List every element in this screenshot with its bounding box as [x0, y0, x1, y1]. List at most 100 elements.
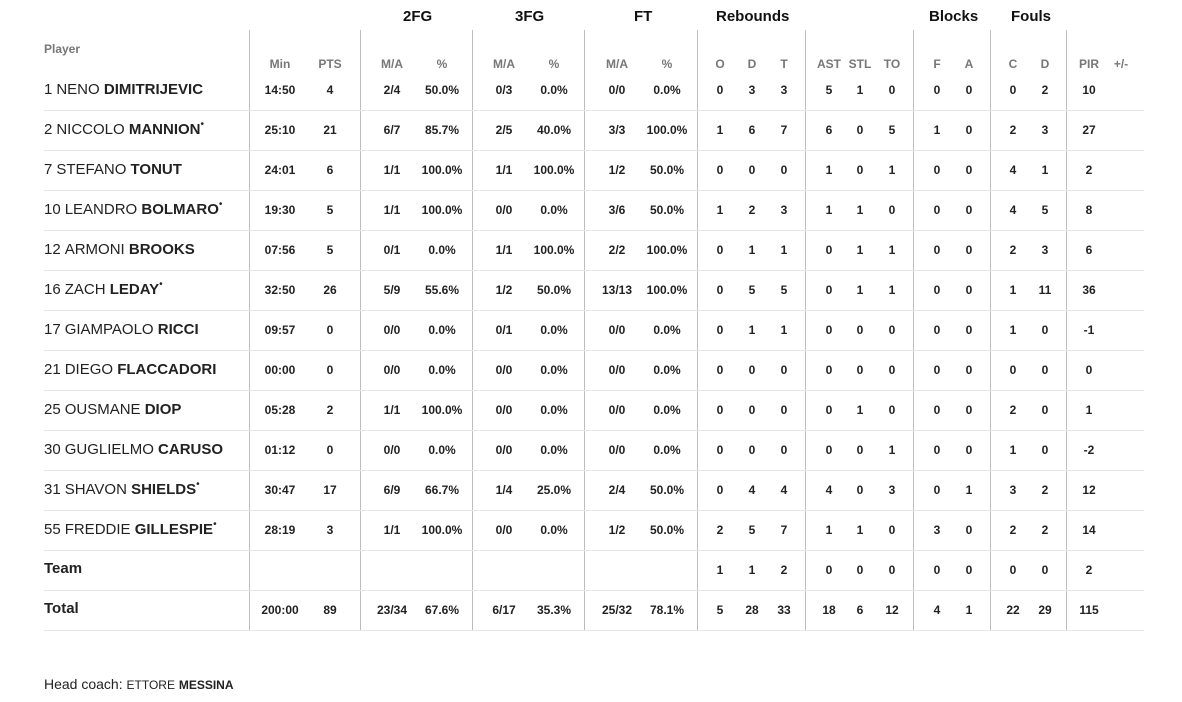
stat-reb-defensive: 1	[748, 323, 756, 337]
stat-reb-defensive: 2	[748, 203, 756, 217]
player-name[interactable]: 25 OUSMANE DIOP	[44, 401, 181, 418]
stat-blocks-for: 0	[933, 243, 941, 257]
stat-reb-total: 2	[780, 563, 788, 577]
stat-blocks-against: 0	[965, 443, 973, 457]
stat-reb-defensive: 6	[748, 123, 756, 137]
stat-pts: 4	[326, 83, 334, 97]
stat-turnovers: 0	[888, 323, 896, 337]
player-last-name: LEDAY	[109, 281, 160, 298]
stat-blocks-against: 0	[965, 403, 973, 417]
stat-2fg-pct: 0.0%	[428, 323, 456, 337]
stat-2fg-made-attempted: 5/9	[383, 283, 401, 297]
stat-fouls-committed: 4	[1009, 163, 1017, 177]
stat-3fg-pct: 0.0%	[540, 363, 568, 377]
row-divider	[44, 510, 1144, 511]
player-name[interactable]: 10 LEANDRO BOLMARO•	[44, 199, 222, 218]
player-name[interactable]: 12 ARMONI BROOKS	[44, 241, 195, 258]
stat-3fg-pct: 0.0%	[540, 403, 568, 417]
row-divider	[44, 470, 1144, 471]
stat-turnovers: 0	[888, 83, 896, 97]
group-header-fouls: Fouls	[1011, 8, 1051, 25]
column-divider	[360, 30, 361, 630]
stat-min: 07:56	[264, 243, 296, 257]
stat-fouls-committed: 1	[1009, 323, 1017, 337]
player-name[interactable]: 7 STEFANO TONUT	[44, 161, 182, 178]
head-coach: Head coach: ETTORE MESSINA	[44, 676, 234, 692]
stat-2fg-made-attempted: 1/1	[383, 523, 401, 537]
row-divider	[44, 390, 1144, 391]
stat-2fg-made-attempted: 0/1	[383, 243, 401, 257]
stat-reb-total: 0	[780, 443, 788, 457]
player-name[interactable]: 21 DIEGO FLACCADORI	[44, 361, 216, 378]
stat-fouls-drawn: 0	[1041, 563, 1049, 577]
player-name[interactable]: 1 NENO DIMITRIJEVIC	[44, 81, 203, 98]
stat-steals: 0	[856, 123, 864, 137]
stat-pir: 14	[1082, 523, 1096, 537]
player-last-name: DIOP	[144, 401, 182, 418]
stat-fouls-committed: 1	[1009, 283, 1017, 297]
stat-pir: 10	[1082, 83, 1096, 97]
stat-blocks-for: 0	[933, 563, 941, 577]
player-number: 21	[44, 361, 61, 378]
stat-3fg-pct: 0.0%	[540, 443, 568, 457]
stat-2fg-made-attempted: 0/0	[383, 443, 401, 457]
stat-assists: 1	[825, 163, 833, 177]
stat-blocks-for: 0	[933, 363, 941, 377]
player-first-name: NENO	[56, 81, 100, 98]
stat-fouls-drawn: 2	[1041, 483, 1049, 497]
stat-steals: 1	[856, 243, 864, 257]
stat-ft-pct: 50.0%	[649, 203, 685, 217]
starter-marker: •	[159, 279, 163, 290]
stat-3fg-pct: 50.0%	[536, 283, 572, 297]
row-divider	[44, 270, 1144, 271]
stat-pts: 5	[326, 243, 334, 257]
player-name[interactable]: 30 GUGLIELMO CARUSO	[44, 441, 223, 458]
stat-fouls-committed: 0	[1009, 563, 1017, 577]
stat-reb-defensive: 5	[748, 523, 756, 537]
stat-min: 09:57	[264, 323, 296, 337]
player-first-name: DIEGO	[64, 361, 114, 378]
stat-fouls-committed: 4	[1009, 203, 1017, 217]
stat-blocks-against: 0	[965, 243, 973, 257]
stat-3fg-made-attempted: 1/1	[495, 243, 513, 257]
player-name[interactable]: 17 GIAMPAOLO RICCI	[44, 321, 199, 338]
player-name[interactable]: 16 ZACH LEDAY•	[44, 279, 163, 298]
stat-blocks-for: 0	[933, 403, 941, 417]
stat-3fg-made-attempted: 0/0	[495, 203, 513, 217]
stat-ft-made-attempted: 0/0	[608, 403, 626, 417]
player-name[interactable]: 55 FREDDIE GILLESPIE•	[44, 519, 217, 538]
player-name[interactable]: 2 NICCOLO MANNION•	[44, 119, 204, 138]
stat-2fg-pct: 100.0%	[421, 163, 463, 177]
stat-fouls-drawn: 1	[1041, 163, 1049, 177]
stat-turnovers: 0	[888, 363, 896, 377]
player-first-name: GIAMPAOLO	[64, 321, 154, 338]
column-header-reb-total: T	[780, 57, 788, 71]
stat-reb-total: 5	[780, 283, 788, 297]
stat-turnovers: 1	[888, 163, 896, 177]
head-coach-last-name: MESSINA	[178, 678, 234, 692]
column-header-plus-minus: +/-	[1113, 57, 1129, 71]
player-last-name: GILLESPIE	[134, 521, 214, 538]
stat-blocks-for: 0	[933, 83, 941, 97]
stat-blocks-against: 0	[965, 203, 973, 217]
stat-turnovers: 12	[885, 603, 899, 617]
player-first-name: NICCOLO	[56, 121, 125, 138]
row-divider	[44, 630, 1144, 631]
stat-reb-total: 3	[780, 203, 788, 217]
stat-fouls-committed: 2	[1009, 403, 1017, 417]
player-last-name: CARUSO	[158, 441, 224, 458]
stat-ft-made-attempted: 0/0	[608, 83, 626, 97]
player-number: 10	[44, 201, 61, 218]
stat-ft-pct: 78.1%	[649, 603, 685, 617]
player-name[interactable]: 31 SHAVON SHIELDS•	[44, 479, 200, 498]
column-divider	[697, 30, 698, 630]
stat-turnovers: 0	[888, 563, 896, 577]
starter-marker: •	[196, 479, 200, 490]
stat-pts: 2	[326, 403, 334, 417]
stat-reb-total: 3	[780, 83, 788, 97]
stat-fouls-drawn: 5	[1041, 203, 1049, 217]
column-divider	[913, 30, 914, 630]
stat-blocks-against: 0	[965, 283, 973, 297]
player-last-name: TONUT	[130, 161, 182, 178]
stat-assists: 0	[825, 403, 833, 417]
